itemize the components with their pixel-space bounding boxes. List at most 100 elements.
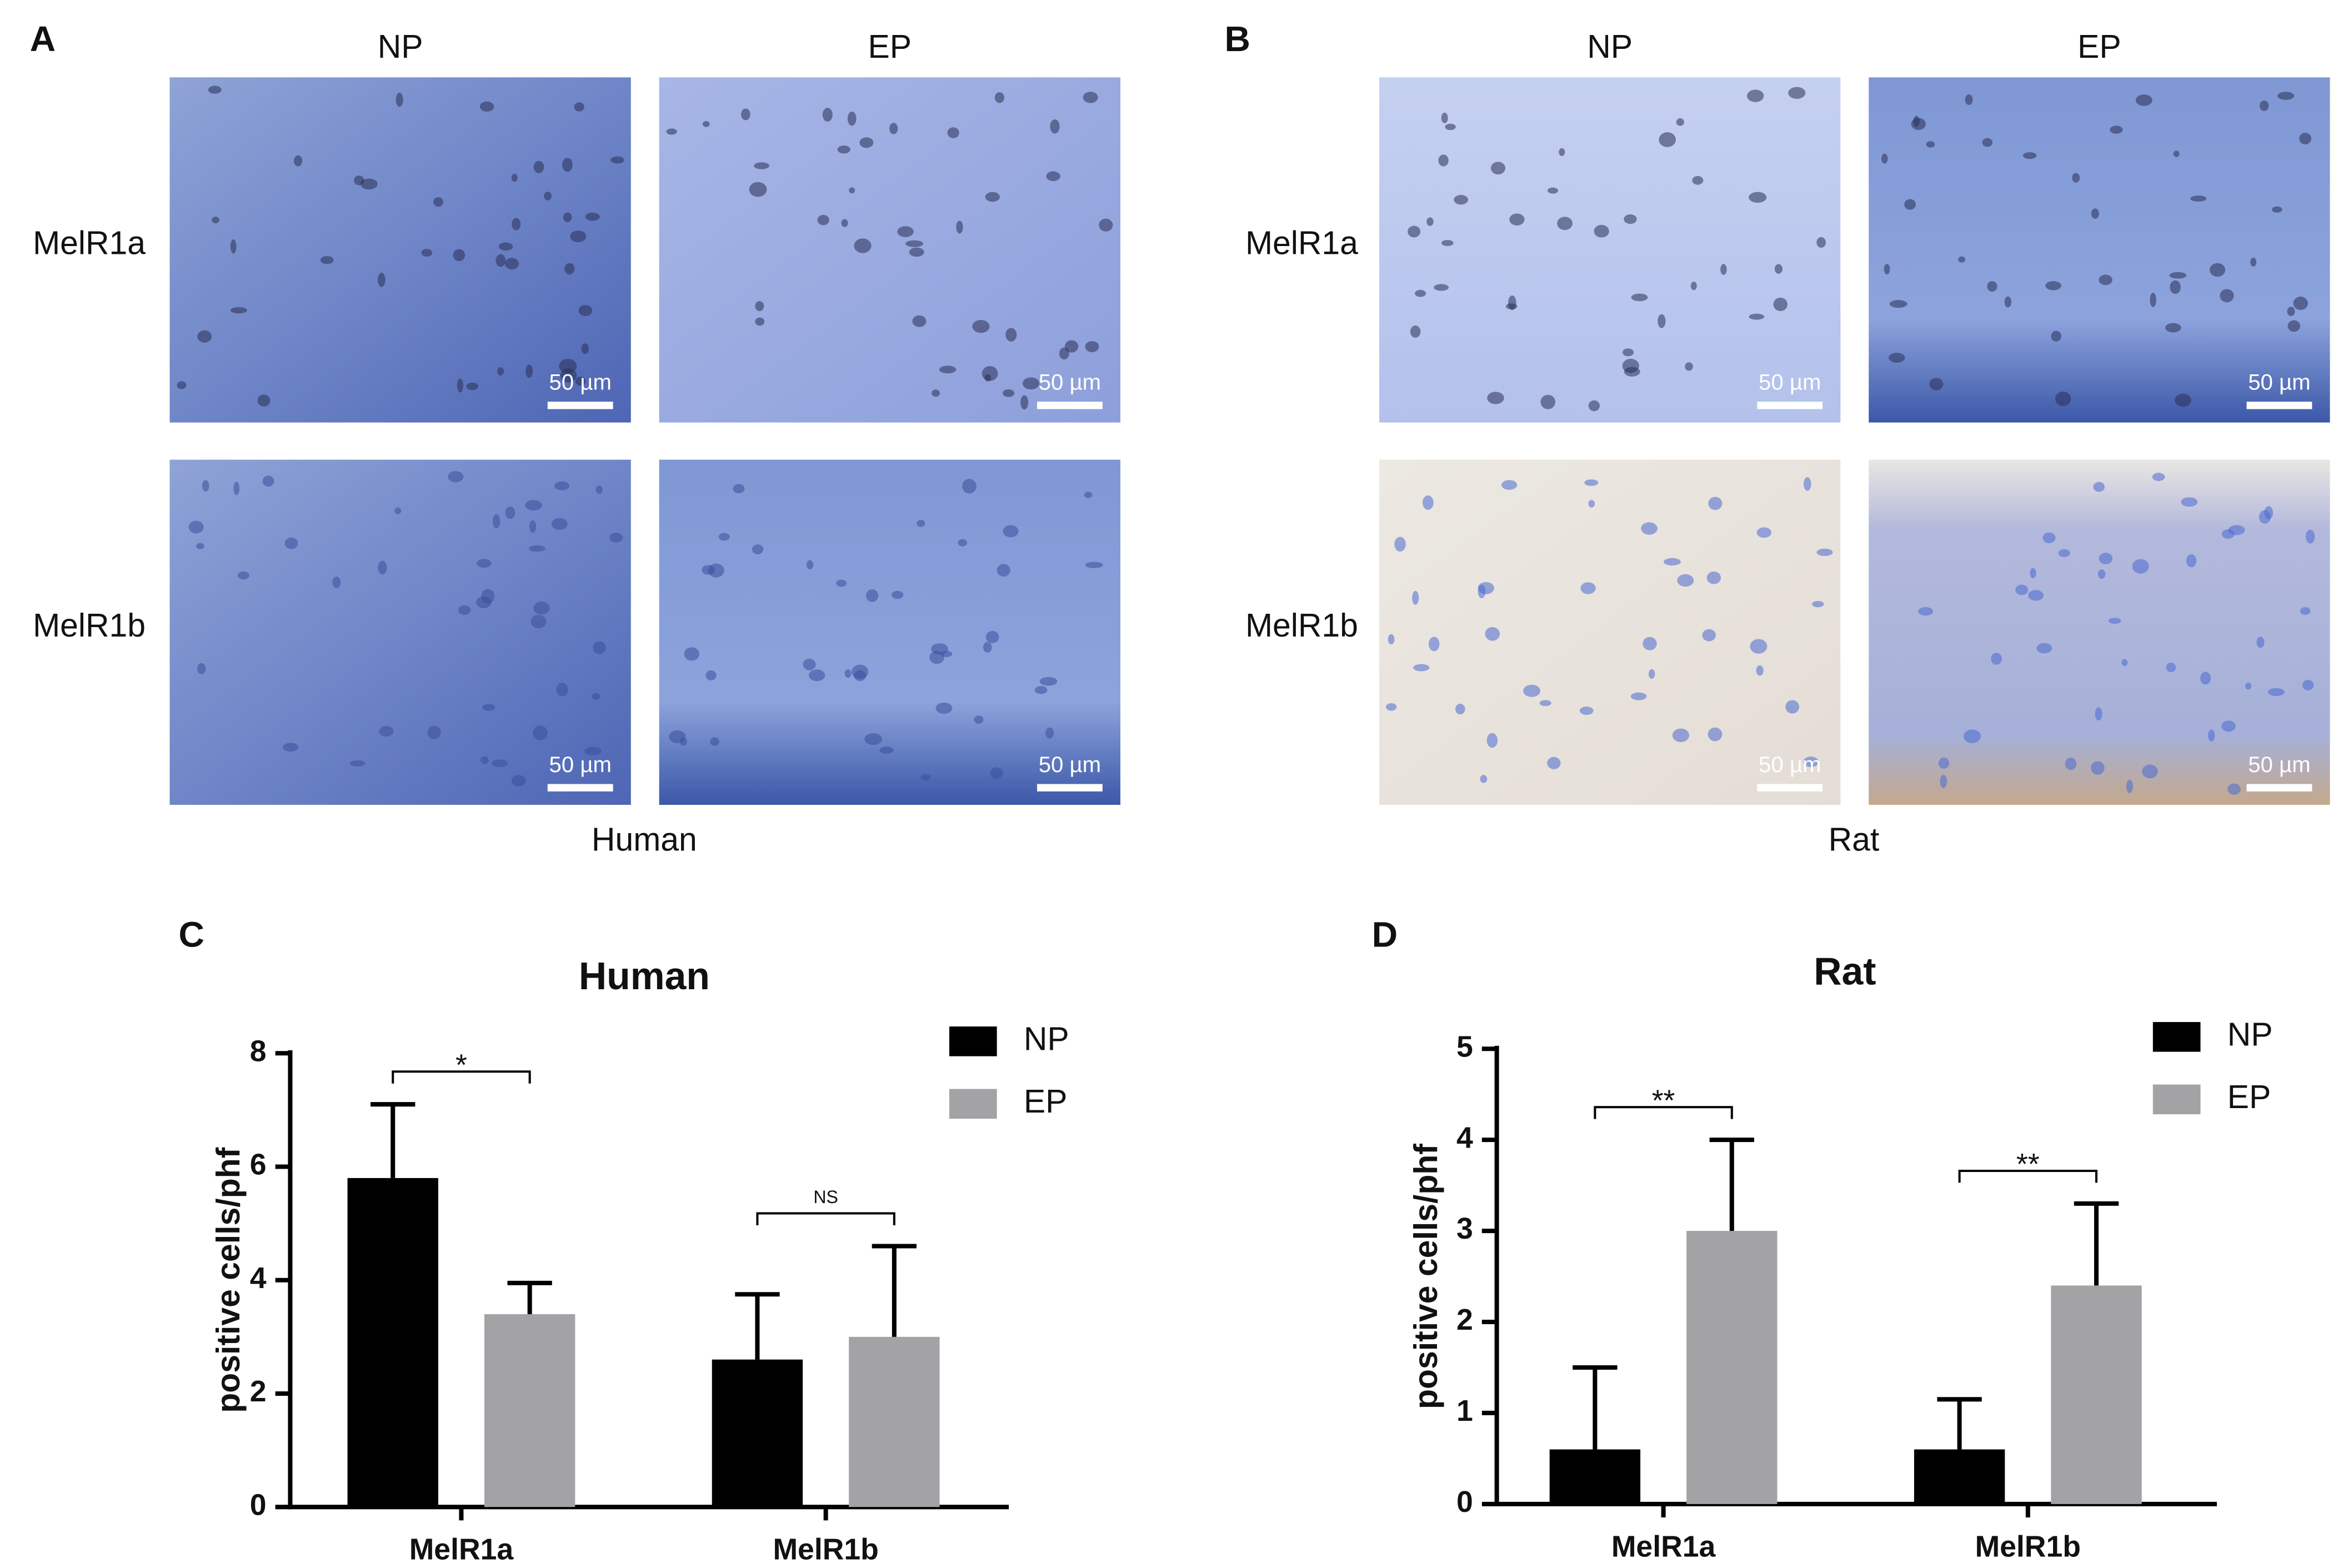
- cell: [1540, 394, 1555, 409]
- cell: [1622, 358, 1639, 373]
- micrograph-image: [659, 77, 1120, 423]
- cell: [1046, 171, 1060, 182]
- cell: [1630, 692, 1647, 700]
- cell: [1690, 281, 1697, 290]
- x-tick-label: MelR1b: [1975, 1530, 2081, 1563]
- y-tick-label: 0: [250, 1489, 267, 1521]
- cell: [1631, 293, 1648, 302]
- micrograph: 50 µm: [659, 459, 1120, 805]
- cell: [2245, 682, 2252, 690]
- cell: [1480, 775, 1488, 783]
- cell: [562, 158, 573, 172]
- cell: [257, 394, 271, 407]
- cell: [1050, 119, 1060, 134]
- cell: [512, 218, 521, 231]
- cell: [2250, 257, 2257, 267]
- cell: [2287, 307, 2295, 317]
- cell: [1441, 240, 1454, 247]
- x-tick-label: MelR1b: [773, 1534, 878, 1566]
- cell: [1623, 348, 1634, 357]
- cell: [997, 564, 1010, 577]
- cell: [1083, 92, 1098, 103]
- cell: [1889, 300, 1908, 308]
- y-tick-label: 6: [250, 1149, 267, 1181]
- panel-letter: C: [179, 914, 204, 954]
- cell: [492, 514, 500, 529]
- micrograph-image: [1869, 77, 2330, 423]
- cell: [1084, 492, 1093, 498]
- cell: [703, 121, 710, 127]
- cell: [477, 559, 492, 568]
- cell: [2208, 729, 2215, 742]
- cell: [1501, 480, 1518, 490]
- cell: [453, 249, 465, 262]
- cell: [1584, 479, 1599, 486]
- cell: [284, 537, 298, 549]
- cell: [2065, 758, 2077, 770]
- cell: [1580, 582, 1596, 594]
- significance-bracket: [1594, 1106, 1733, 1119]
- cell: [1478, 582, 1494, 594]
- cell: [448, 471, 464, 483]
- cell: [525, 500, 542, 510]
- cell: [808, 669, 825, 682]
- scale-bar: [2246, 402, 2312, 409]
- y-axis-label: positive cells/phf: [1408, 1144, 1444, 1409]
- cell: [1816, 548, 1833, 556]
- cell: [466, 382, 478, 390]
- cell: [529, 520, 537, 533]
- cell: [395, 92, 403, 107]
- cell: [1788, 87, 1806, 99]
- cell: [497, 367, 504, 376]
- cell: [2186, 554, 2197, 568]
- cell: [212, 217, 220, 224]
- cell: [1938, 757, 1950, 769]
- cell: [929, 650, 945, 664]
- cell: [1539, 700, 1551, 707]
- cell: [584, 747, 602, 755]
- cell: [1641, 522, 1658, 535]
- cell: [1454, 194, 1468, 205]
- cell: [570, 231, 587, 243]
- cell: [1408, 226, 1421, 238]
- legend-label: EP: [2227, 1079, 2271, 1115]
- cell: [1749, 313, 1765, 320]
- cell: [2045, 281, 2061, 290]
- cell: [1441, 112, 1448, 123]
- cell: [1816, 237, 1826, 248]
- cell: [208, 86, 222, 94]
- cell: [479, 101, 494, 112]
- cell: [491, 759, 508, 768]
- error-bar: [371, 1102, 415, 1178]
- column-header: NP: [1587, 29, 1633, 65]
- cell: [544, 192, 552, 201]
- significance-bracket: [392, 1070, 531, 1084]
- cell: [852, 664, 869, 679]
- cell: [2099, 553, 2113, 564]
- cell: [865, 589, 879, 602]
- panel-caption: Rat: [1829, 822, 1880, 858]
- cell: [1659, 132, 1676, 147]
- cell: [610, 156, 624, 164]
- micrograph: 50 µm: [169, 459, 631, 805]
- legend-swatch: [949, 1089, 997, 1119]
- y-tick-label: 5: [1456, 1030, 1473, 1063]
- cell: [564, 263, 575, 275]
- cell: [849, 187, 855, 194]
- cell: [559, 359, 577, 374]
- cell: [705, 670, 717, 680]
- cell: [481, 589, 495, 604]
- cell: [2004, 296, 2011, 308]
- cell: [1588, 500, 1595, 508]
- cell: [1749, 192, 1767, 203]
- cell: [433, 197, 443, 207]
- legend-swatch: [949, 1026, 997, 1056]
- cell: [332, 576, 341, 588]
- cell: [956, 221, 963, 234]
- cell: [458, 605, 471, 615]
- row-label: MelR1a: [1245, 225, 1358, 261]
- cell: [917, 520, 925, 527]
- cell: [1547, 187, 1558, 194]
- error-bar: [1937, 1397, 1982, 1450]
- scale-bar-label: 50 µm: [1759, 370, 1821, 395]
